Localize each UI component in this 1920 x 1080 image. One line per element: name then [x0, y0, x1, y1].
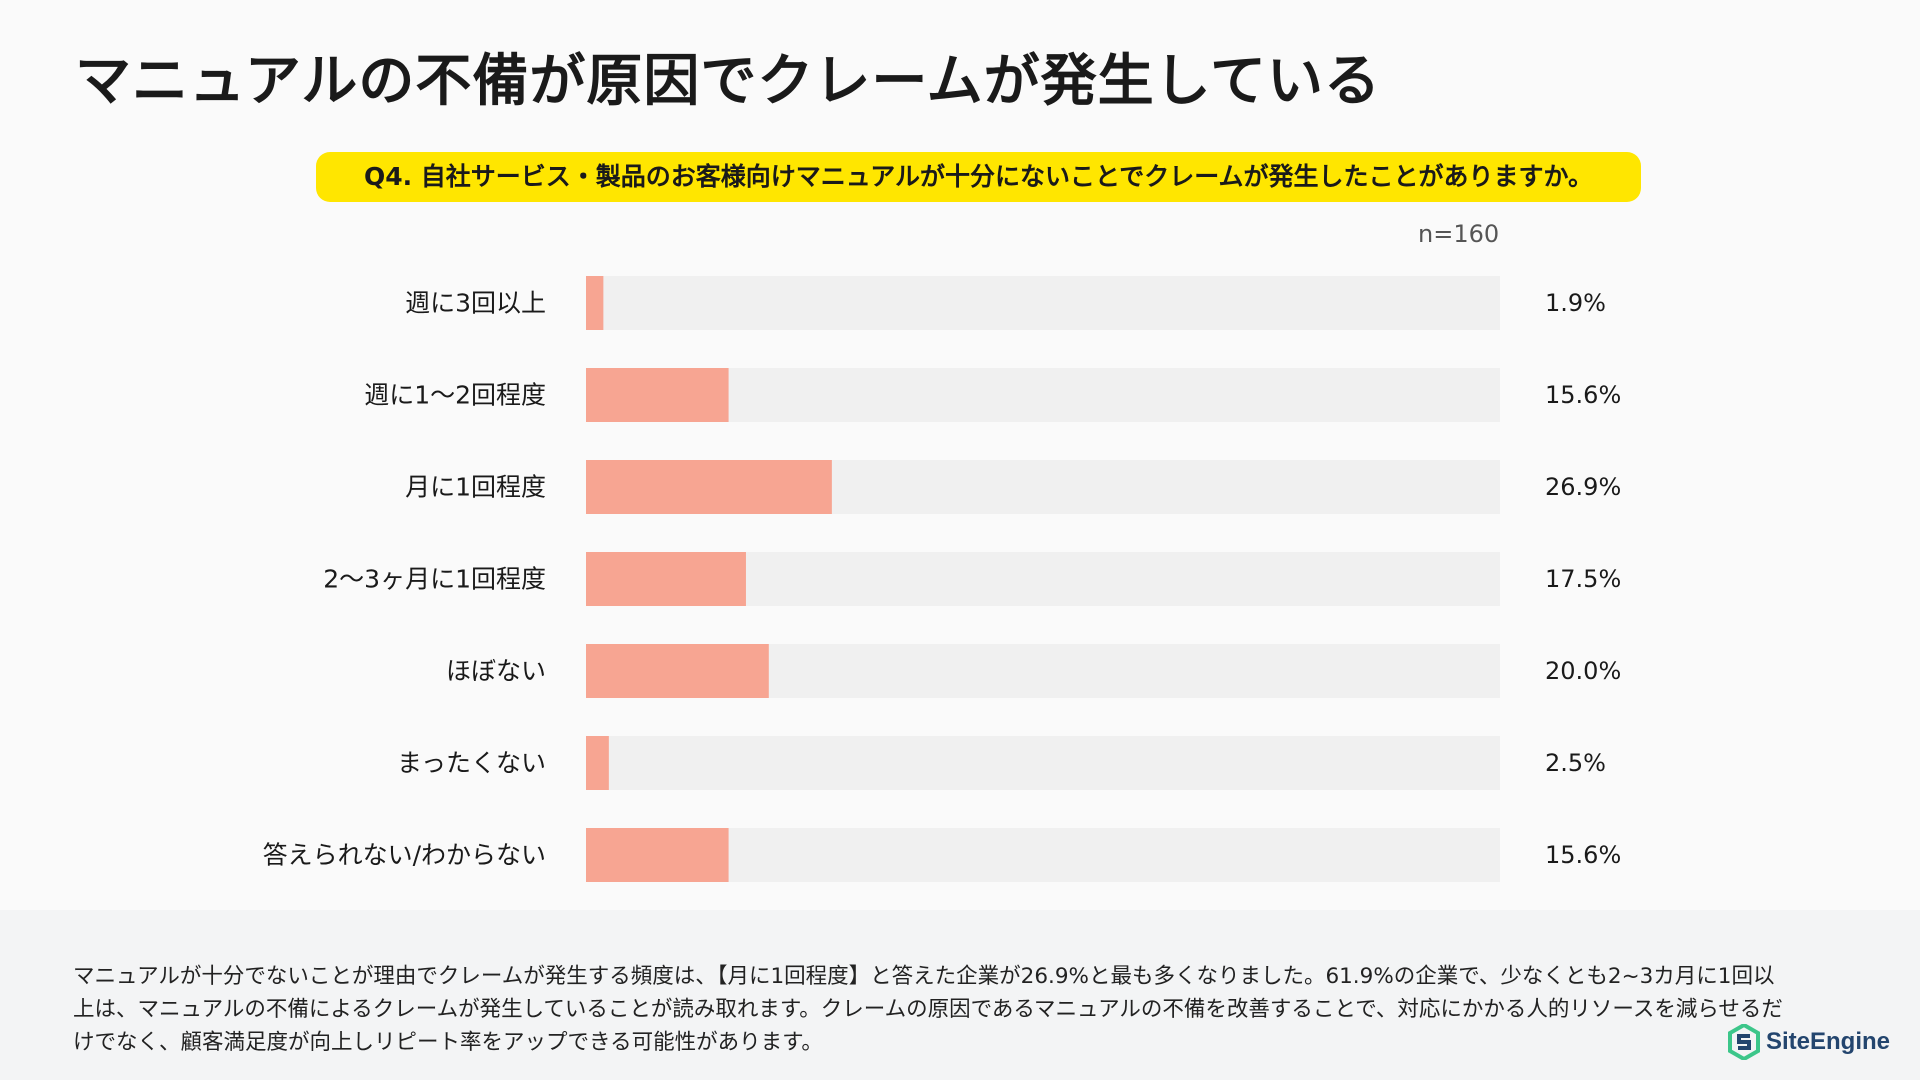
page-title: マニュアルの不備が原因でクレームが発生している — [75, 49, 1381, 114]
site-engine-logo: SiteEngine — [1727, 1024, 1890, 1060]
bar-track — [586, 736, 1500, 790]
bar-track — [586, 276, 1500, 330]
category-label: 週に1〜2回程度 — [364, 381, 546, 410]
value-label: 15.6% — [1545, 381, 1621, 409]
footer-summary-text: マニュアルが十分でないことが理由でクレームが発生する頻度は、【月に1回程度】と答… — [73, 964, 1783, 1055]
site-engine-logo-icon — [1727, 1024, 1760, 1060]
category-label: 月に1回程度 — [405, 473, 546, 502]
bar-track — [586, 460, 1500, 514]
category-label: 答えられない/わからない — [263, 841, 546, 870]
value-label: 26.9% — [1545, 473, 1621, 501]
category-label: まったくない — [397, 749, 546, 778]
value-label: 17.5% — [1545, 565, 1621, 593]
value-label: 2.5% — [1545, 749, 1606, 777]
footer-panel: マニュアルが十分でないことが理由でクレームが発生する頻度は、【月に1回程度】と答… — [0, 910, 1920, 1080]
category-label: 週に3回以上 — [405, 289, 546, 318]
question-banner: Q4. 自社サービス・製品のお客様向けマニュアルが十分にないことでクレームが発生… — [316, 152, 1641, 202]
bar — [586, 736, 609, 790]
bar — [586, 460, 832, 514]
value-label: 1.9% — [1545, 289, 1606, 317]
value-label: 20.0% — [1545, 657, 1621, 685]
bar-track — [586, 828, 1500, 882]
bar-track — [586, 552, 1500, 606]
value-label: 15.6% — [1545, 841, 1621, 869]
bar-track — [586, 368, 1500, 422]
bar-chart: 週に3回以上 1.9% 週に1〜2回程度 15.6% 月に1回程度 26.9% 2〜3ヶ月に… — [263, 276, 1621, 882]
logo-text: SiteEngine — [1765, 1028, 1890, 1055]
bar — [586, 276, 604, 330]
bar — [586, 644, 769, 698]
bar — [586, 552, 746, 606]
category-label: ほぼない — [446, 657, 546, 686]
bar — [586, 828, 729, 882]
category-label: 2〜3ヶ月に1回程度 — [323, 565, 546, 594]
sample-size-label: n=160 — [1418, 220, 1500, 248]
bar — [586, 368, 729, 422]
bar-track — [586, 644, 1500, 698]
